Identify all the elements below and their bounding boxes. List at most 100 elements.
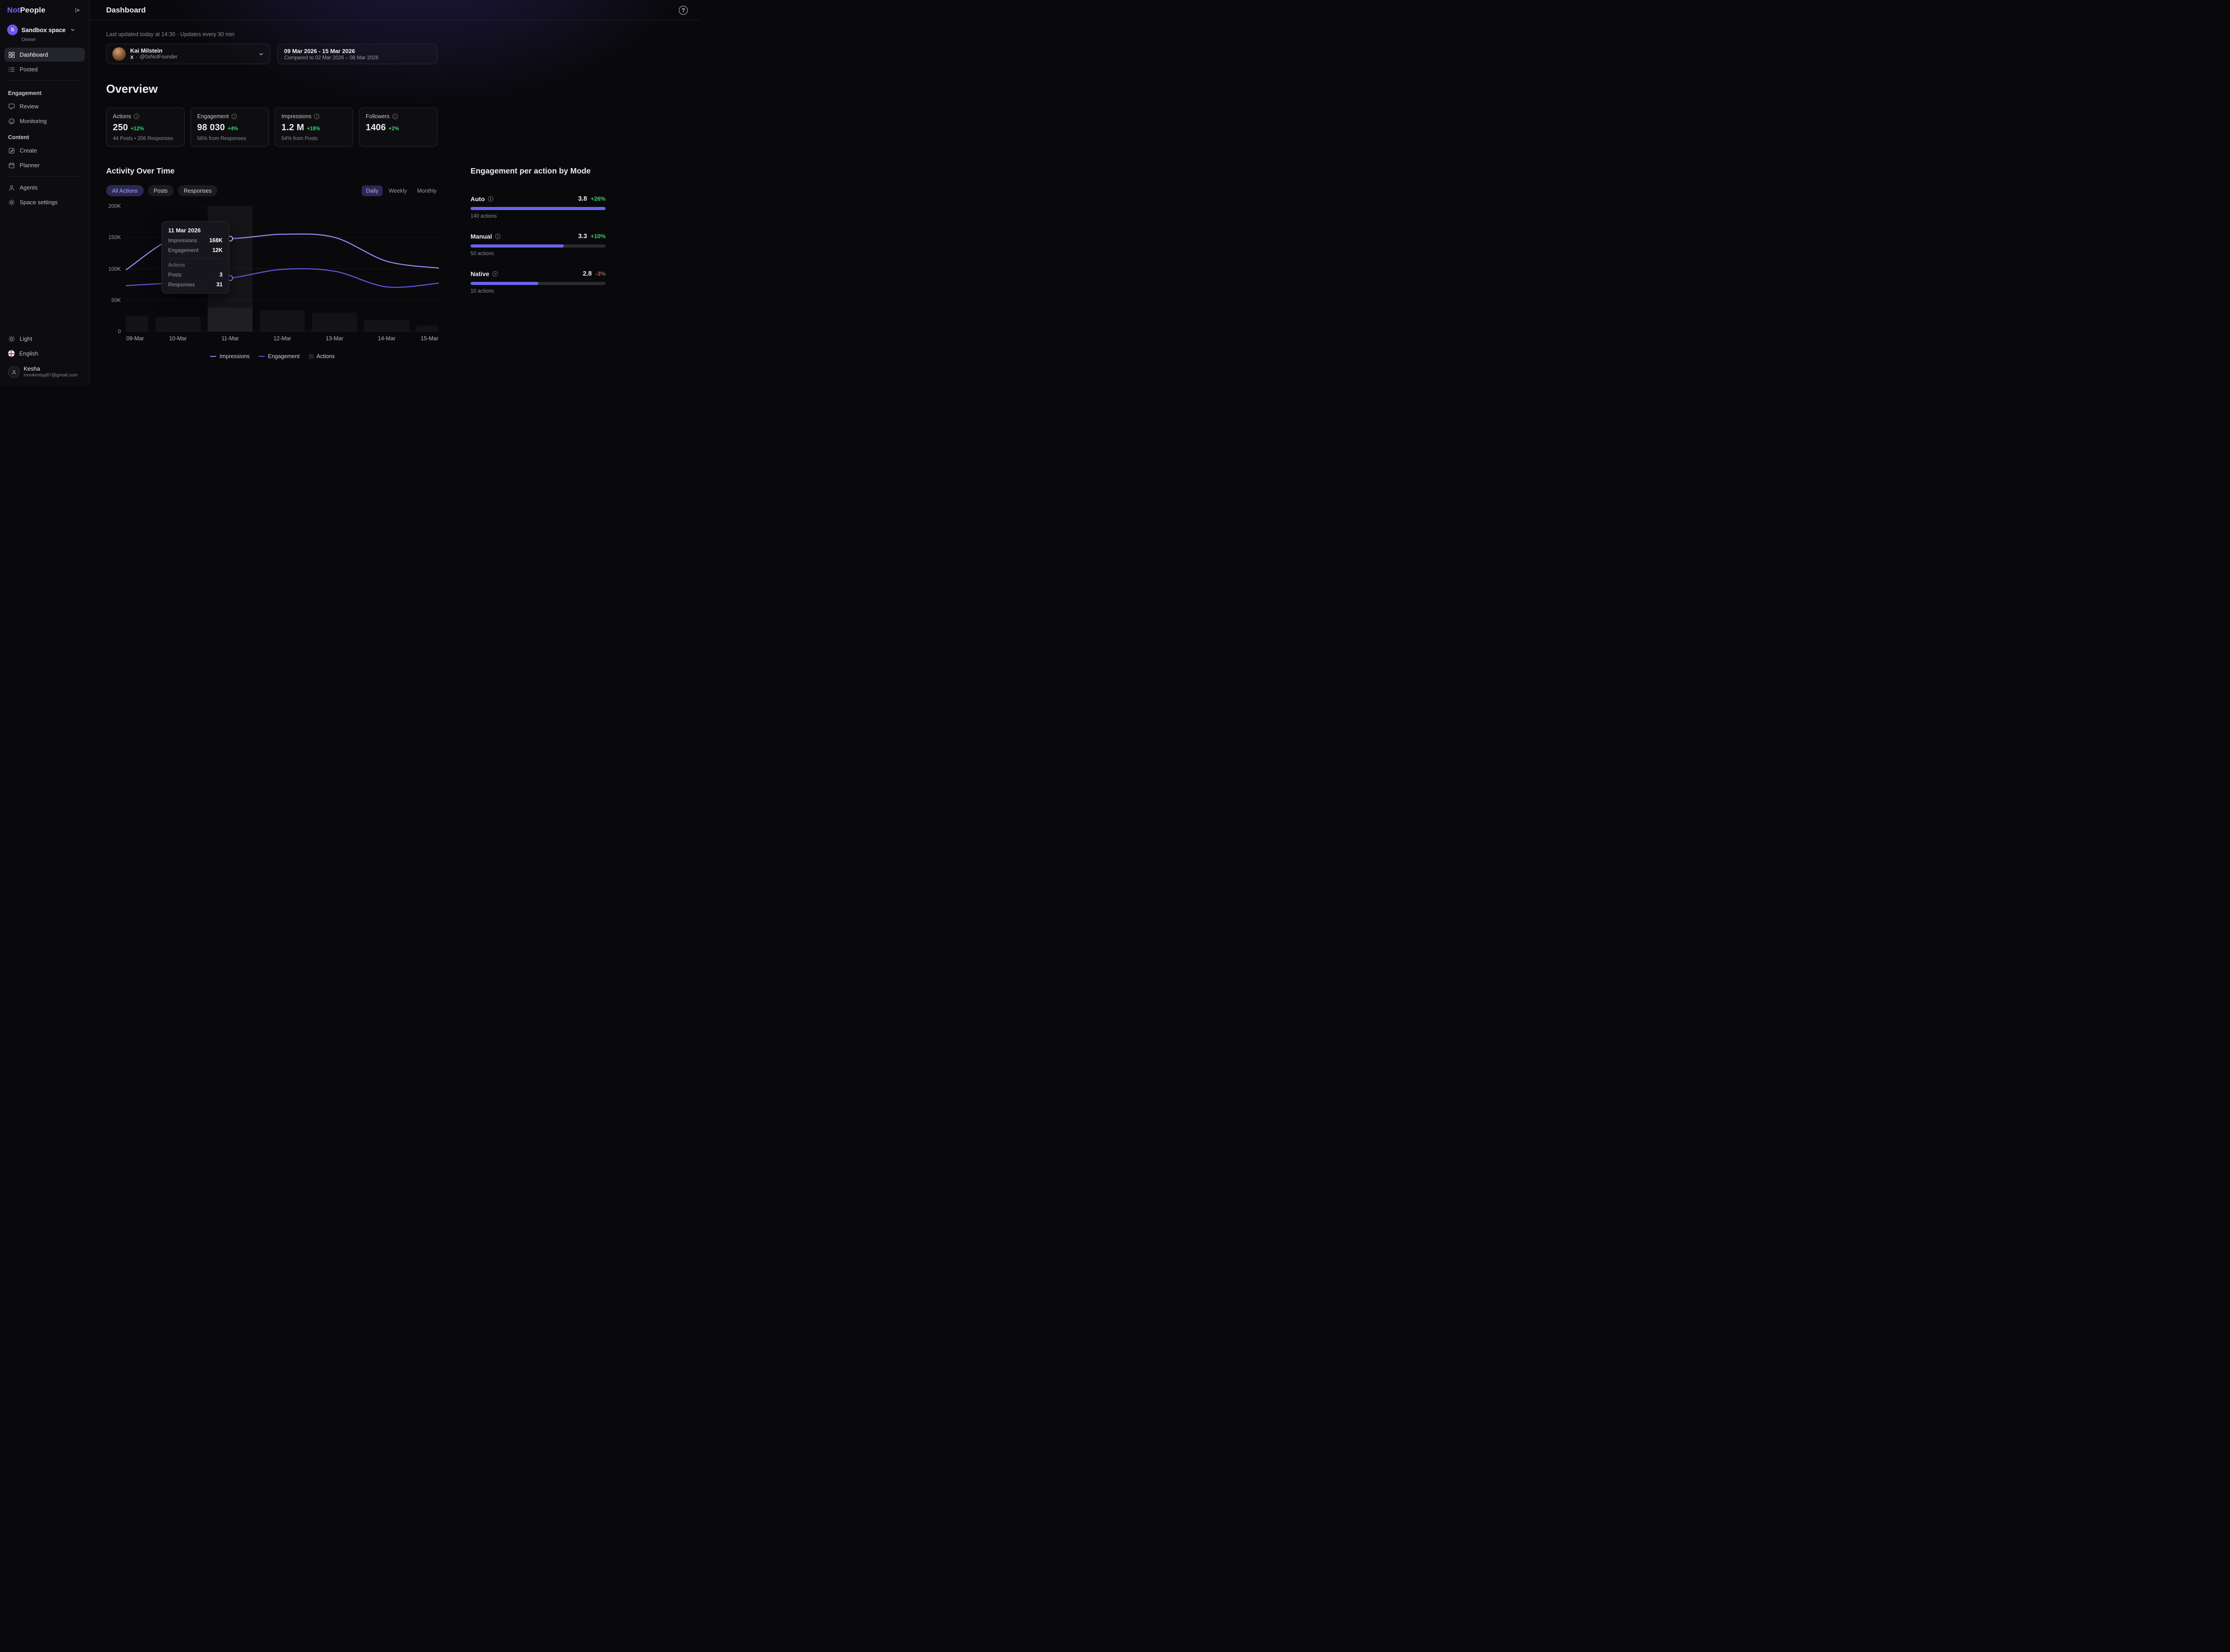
edit-square-icon [8,147,15,154]
sidebar-collapse-button[interactable] [73,6,82,15]
mode-value: 3.8 [578,195,587,202]
collapse-sidebar-icon [75,8,80,13]
logo-rest: People [20,6,45,14]
stats-row: Actions i 250 +12% 44 Posts • 206 Response… [106,107,699,147]
info-icon[interactable]: i [314,114,320,119]
sidebar-item-create[interactable]: Create [4,144,85,157]
mode-value: 3.3 [578,233,587,240]
filter-pills: All Actions Posts Responses [106,185,218,196]
overview-heading: Overview [106,82,158,95]
activity-heading: Activity Over Time [106,166,175,175]
tab-daily[interactable]: Daily [361,185,383,196]
main-header: Dashboard ? [90,0,699,21]
info-icon[interactable]: i [231,114,237,119]
tooltip-value: 168K [209,237,223,244]
stat-sub: 56% from Responses [197,136,246,141]
chart-y-axis: 200K 150K 100K 50K 0 [106,203,126,335]
sidebar-footer: Light English Kesha innokentyp87@gmail.c… [0,332,89,385]
sidebar-nav: Dashboard Posted Engagement Review Monit… [0,47,89,210]
sidebar-divider [7,176,82,177]
language-selector[interactable]: English [4,347,85,360]
theme-toggle-light[interactable]: Light [4,332,85,346]
sidebar-header: NotPeople [0,0,89,19]
stat-delta: +4% [227,126,238,132]
activity-section: Activity Over Time All Actions Posts Res… [106,166,441,359]
chevron-down-icon [259,53,263,55]
sidebar-item-review[interactable]: Review [4,99,85,113]
calendar-icon [8,162,15,169]
stat-delta: +2% [388,126,399,132]
mode-delta: +26% [591,195,606,202]
info-icon[interactable]: i [495,234,501,239]
sidebar-item-label: Review [20,103,39,110]
tab-monthly[interactable]: Monthly [413,186,441,196]
sun-icon [8,335,15,343]
info-icon[interactable]: i [392,114,398,119]
y-tick: 50K [111,297,121,303]
chat-bubble-icon [8,103,15,110]
sidebar-divider [7,80,82,81]
mode-progress-auto [471,207,606,210]
stat-card-impressions: Impressions i 1.2 M +18% 54% from Posts [275,107,353,147]
grid-icon [8,51,15,58]
sidebar-item-posted[interactable]: Posted [4,62,85,76]
info-icon[interactable]: i [134,114,139,119]
person-icon [8,184,15,191]
sidebar-item-agents[interactable]: Agents [4,181,85,194]
tooltip-label: Responses [168,281,195,288]
user-email: innokentyp87@gmail.com [24,372,78,378]
period-tabs: Daily Weekly Monthly [361,185,441,196]
stat-delta: +12% [130,126,144,132]
mode-sub: 10 actions [471,289,494,294]
section-title-engagement: Engagement [8,90,42,96]
sidebar-item-planner[interactable]: Planner [4,158,85,172]
stat-label: Followers [366,113,390,120]
user-name: Kesha [24,365,40,372]
tooltip-label: Impressions [168,237,197,244]
sidebar: NotPeople S Sandbox space Owner Dashboar… [0,0,90,385]
legend-impressions[interactable]: Impressions [210,353,250,359]
stat-sub: 44 Posts • 206 Responses [113,136,173,141]
date-range-selector[interactable]: 09 Mar 2026 - 15 Mar 2026 Compared to 02… [277,44,438,64]
legend-engagement[interactable]: Engagement [258,353,300,359]
stat-card-followers: Followers i 1406 +2% [359,107,438,147]
main-area: Dashboard ? Last updated today at 14:30 … [90,0,699,385]
help-button[interactable]: ? [679,5,688,15]
account-selector[interactable]: Kai Milstein X · @0xNotFounder [106,44,270,64]
sidebar-item-dashboard[interactable]: Dashboard [4,48,85,62]
stat-card-actions: Actions i 250 +12% 44 Posts • 206 Response… [106,107,185,147]
sidebar-item-monitoring[interactable]: Monitoring [4,114,85,128]
mode-row-native: Native i 2.8 -3% 10 actions [471,270,606,294]
filter-posts[interactable]: Posts [148,185,173,196]
mode-label: Native [471,270,490,277]
info-icon[interactable]: i [492,271,498,277]
workspace-avatar: S [7,25,18,35]
user-account[interactable]: Kesha innokentyp87@gmail.com [4,361,85,385]
sidebar-item-space-settings[interactable]: Space settings [4,195,85,209]
x-tick: 10-Mar [169,335,187,342]
workspace-selector[interactable]: S Sandbox space [0,19,89,36]
legend-label: Engagement [268,353,300,359]
mode-progress-manual [471,244,606,248]
filter-responses[interactable]: Responses [178,185,218,196]
tab-weekly[interactable]: Weekly [384,186,411,196]
chart-tooltip: 11 Mar 2026 Impressions 168K Engagement 12… [161,221,229,293]
tooltip-date: 11 Mar 2026 [168,227,201,234]
account-avatar [112,47,126,61]
date-compare-text: Compared to 02 Mar 2026 – 08 Mar 2026 [284,55,379,61]
mode-value: 2.8 [582,270,592,277]
info-icon[interactable]: i [487,196,493,202]
monitor-face-icon [8,118,15,125]
app-logo: NotPeople [7,6,45,15]
legend-label: Actions [316,353,335,359]
list-icon [8,66,15,73]
legend-actions[interactable]: Actions [308,353,335,359]
stat-sub: 54% from Posts [281,136,318,141]
mode-progress-fill [471,207,606,210]
stat-card-engagement: Engagement i 98 030 +4% 56% from Responses [190,107,269,147]
chart-plot-area[interactable]: 11 Mar 2026 Impressions 168K Engagement 12… [126,206,439,331]
tooltip-section-label: Actions [168,258,223,268]
filter-all-actions[interactable]: All Actions [106,185,144,196]
handle-text: @0xNotFounder [140,54,178,60]
x-tick: 15-Mar [421,335,438,342]
